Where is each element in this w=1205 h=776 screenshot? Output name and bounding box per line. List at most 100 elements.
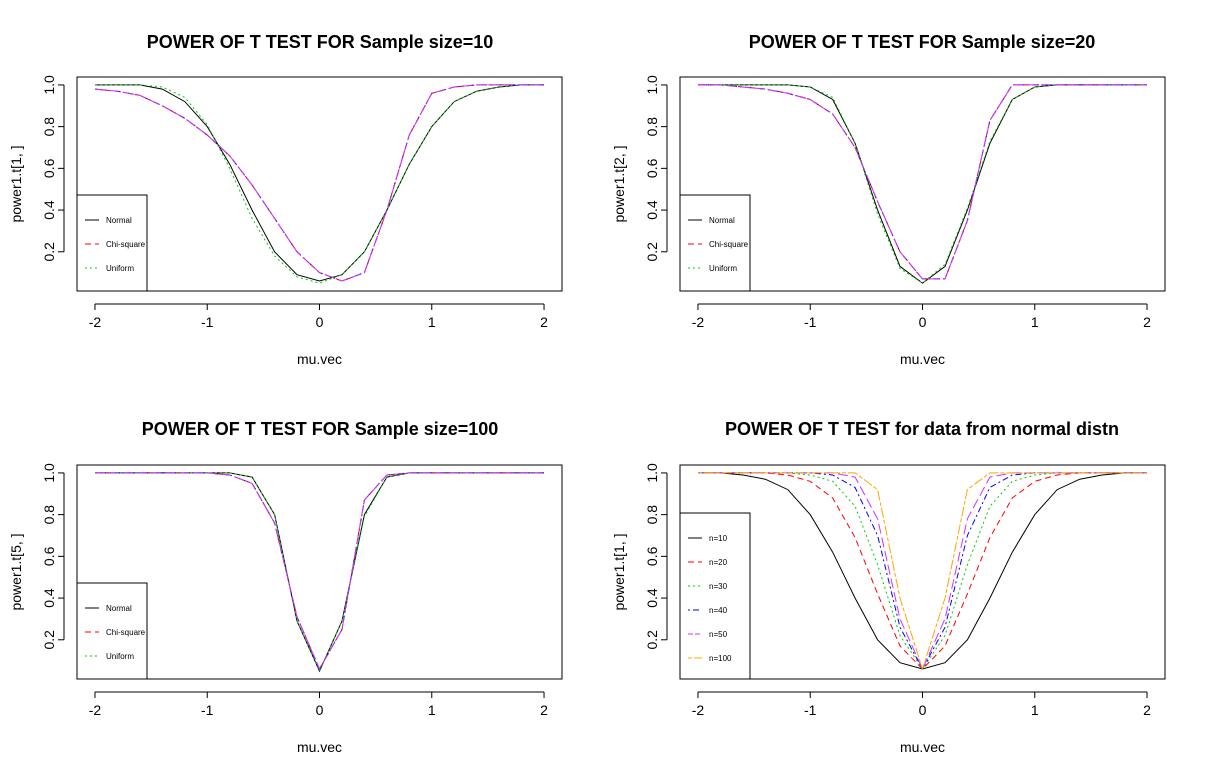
y-tick-label: 0.6 [644,546,660,566]
plot-frame [76,464,563,680]
y-tick-label: 0.8 [41,505,57,525]
y-tick-label: 0.2 [41,242,57,262]
x-tick-label: 2 [540,702,548,718]
y-tick-label: 1.0 [41,463,57,483]
x-tick-label: -2 [89,702,102,718]
series-line-unlabeled-3 [95,472,544,671]
x-axis-label: mu.vec [900,739,945,755]
y-tick-label: 1.0 [41,75,57,95]
x-tick-label: -1 [201,702,214,718]
series-line-chi-square [95,472,544,671]
series-line-uniform [95,472,544,673]
chart-title: POWER OF T TEST FOR Sample size=20 [749,32,1096,52]
x-tick-label: 0 [316,314,324,330]
chart-title: POWER OF T TEST FOR Sample size=100 [142,419,499,439]
series-line-n-50 [698,472,1147,671]
series-line-normal [95,84,544,282]
y-tick-label: 0.8 [644,505,660,525]
series-line-unlabeled-3 [698,84,1147,280]
x-tick-label: 0 [919,314,927,330]
x-tick-label: 1 [1031,314,1039,330]
y-tick-label: 0.2 [644,630,660,650]
legend-label: Uniform [106,652,134,661]
x-tick-label: -1 [804,702,817,718]
legend-label: n=40 [709,606,728,615]
legend-box [679,194,751,292]
series-line-n-20 [698,472,1147,670]
y-axis-label: power1.t[1, ] [611,533,627,610]
plot-frame [679,76,1166,292]
series-line-n-100 [698,472,1147,671]
series-line-uniform [698,84,1147,284]
x-tick-label: -2 [692,314,705,330]
legend-label: Chi-square [106,628,146,637]
legend-label: Uniform [106,264,134,273]
y-tick-label: 0.2 [41,630,57,650]
legend-label: Uniform [709,264,737,273]
legend-label: Chi-square [709,240,749,249]
series-line-normal [698,84,1147,284]
y-tick-label: 0.4 [41,200,57,220]
legend-label: n=100 [709,654,732,663]
y-tick-label: 0.8 [644,117,660,137]
legend-box [679,512,751,680]
y-axis-label: power1.t[1, ] [8,145,24,222]
chart-panel-3: POWER OF T TEST FOR Sample size=100 -2 -1 0… [8,419,563,755]
series-line-chi-square [698,84,1147,280]
y-axis-label: power1.t[2, ] [611,145,627,222]
x-tick-label: 1 [1031,702,1039,718]
x-tick-label: 2 [1143,314,1151,330]
series-line-uniform [95,84,544,284]
legend-label: n=10 [709,534,728,543]
x-tick-label: -1 [804,314,817,330]
x-tick-label: -2 [692,702,705,718]
chart-panel-2: POWER OF T TEST FOR Sample size=20 -2 -1 0 1… [611,32,1166,367]
legend-label: Chi-square [106,240,146,249]
x-tick-label: -2 [89,314,102,330]
legend-label: Normal [106,604,132,613]
chart-title: POWER OF T TEST for data from normal dis… [725,419,1119,439]
series-line-n-30 [698,472,1147,670]
legend-label: n=50 [709,630,728,639]
x-axis-label: mu.vec [900,351,945,367]
chart-panel-4: POWER OF T TEST for data from normal dis… [611,419,1166,755]
legend-label: n=20 [709,558,728,567]
y-tick-label: 0.6 [41,546,57,566]
y-tick-label: 0.6 [644,158,660,178]
series-line-unlabeled-4 [698,84,1147,280]
series-line-n-10 [698,472,1147,670]
y-tick-label: 1.0 [644,75,660,95]
x-tick-label: 0 [919,702,927,718]
x-tick-label: 2 [1143,702,1151,718]
legend-box [76,194,148,292]
legend-box [76,582,148,680]
y-tick-label: 1.0 [644,463,660,483]
series-line-normal [95,472,544,673]
x-axis-label: mu.vec [297,739,342,755]
series-line-unlabeled-3 [94,84,544,282]
legend-label: Normal [709,216,735,225]
y-tick-label: 0.8 [41,117,57,137]
y-axis-label: power1.t[5, ] [8,533,24,610]
x-axis-label: mu.vec [297,351,342,367]
y-tick-label: 0.2 [644,242,660,262]
chart-panel-1: POWER OF T TEST FOR Sample size=10 -2 -1 0 1… [8,32,563,367]
x-tick-label: -1 [201,314,214,330]
x-tick-label: 2 [540,314,548,330]
x-tick-label: 1 [428,702,436,718]
y-tick-label: 0.4 [644,200,660,220]
x-tick-label: 1 [428,314,436,330]
series-line-chi-square [94,84,544,282]
series-line-n-40 [698,472,1147,671]
legend-label: Normal [106,216,132,225]
series-line-unlabeled-4 [95,472,544,671]
plot-frame [76,76,563,292]
legend-label: n=30 [709,582,728,591]
series-line-unlabeled-4 [94,84,544,282]
y-tick-label: 0.4 [644,588,660,608]
plot-frame [679,464,1166,680]
y-tick-label: 0.4 [41,588,57,608]
y-tick-label: 0.6 [41,158,57,178]
chart-title: POWER OF T TEST FOR Sample size=10 [147,32,494,52]
